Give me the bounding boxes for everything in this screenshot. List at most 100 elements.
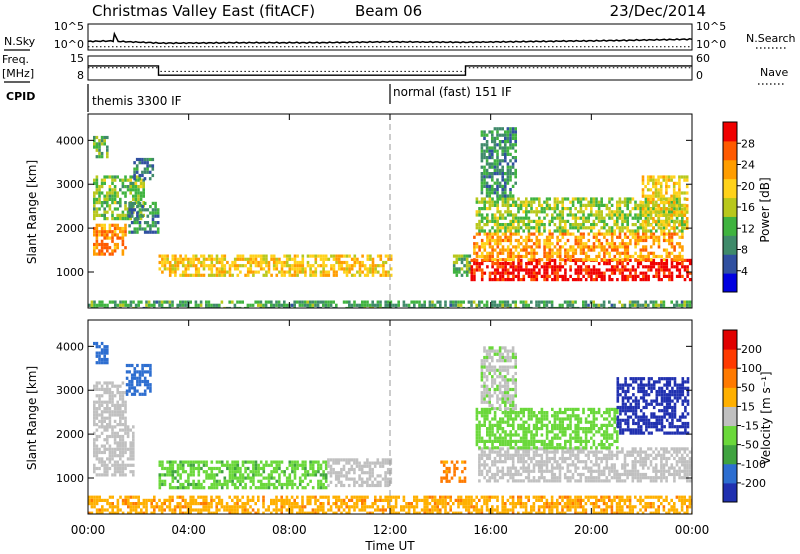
- velocity-cell-region-5: [360, 483, 364, 488]
- power-cell-region-12: [405, 303, 408, 307]
- power-cell-region-1: [129, 191, 132, 195]
- power-cell-region-12: [114, 306, 117, 308]
- power-cell-region-1: [98, 197, 101, 201]
- velocity-cell-region-7: [576, 460, 580, 464]
- velocity-cell-region-4: [304, 473, 307, 477]
- velocity-cell-region-5: [340, 480, 343, 484]
- power-cell-region-2: [103, 135, 106, 140]
- power-cell-region-5: [301, 270, 305, 274]
- velocity-cell-region-5: [334, 477, 338, 481]
- velocity-cell-region-4: [187, 460, 190, 464]
- power-cell-region-5: [270, 254, 273, 258]
- velocity-cell-region-8: [478, 411, 481, 415]
- power-cell-region-9: [595, 197, 598, 201]
- velocity-cell-region-4: [267, 486, 271, 490]
- power-cell-region-1: [100, 201, 104, 205]
- power-cell-region-9: [478, 200, 481, 204]
- power-cell-region-10: [496, 127, 499, 131]
- velocity-cell-region-4: [296, 466, 299, 471]
- velocity-cell-region-1: [111, 410, 114, 414]
- power-cell-region-5: [332, 257, 336, 261]
- power-cell-region-10: [506, 146, 510, 150]
- power-cell-region-9: [491, 203, 494, 207]
- power-cell-region-8: [657, 242, 661, 246]
- power-cell-region-5: [163, 260, 167, 265]
- velocity-cell-region-8: [514, 411, 518, 415]
- power-cell-region-11: [672, 226, 676, 230]
- power-cell-region-12: [584, 306, 588, 308]
- power-cell-region-5: [272, 254, 276, 258]
- velocity-cell-region-4: [220, 482, 224, 487]
- power-cell-region-9: [670, 210, 674, 214]
- power-cell-region-5: [213, 273, 216, 277]
- power-cell-region-0: [95, 230, 99, 234]
- power-cell-region-9: [486, 200, 489, 204]
- velocity-cell-region-7: [673, 469, 676, 473]
- velocity-cell-region-7: [582, 466, 585, 470]
- power-cell-region-12: [569, 303, 572, 307]
- velocity-cell-region-5: [360, 467, 364, 472]
- velocity-cell-region-4: [311, 460, 315, 464]
- power-cell-region-5: [226, 260, 229, 265]
- velocity-cell-region-1: [108, 400, 112, 404]
- power-cell-region-8: [499, 238, 502, 243]
- power-cell-region-8: [548, 242, 552, 246]
- power-cell-region-6: [468, 267, 472, 271]
- velocity-cell-region-8: [519, 407, 523, 411]
- power-cell-region-9: [517, 216, 520, 220]
- velocity-cell-region-0: [132, 447, 135, 451]
- power-cell-region-11: [662, 194, 666, 198]
- power-cell-region-8: [561, 235, 565, 239]
- power-cell-region-12: [610, 303, 614, 307]
- power-cell-region-11: [685, 207, 689, 211]
- velocity-cell-region-7: [667, 469, 671, 473]
- velocity-cell-region-5: [384, 483, 387, 488]
- power-cell-region-7: [480, 278, 484, 282]
- velocity-cell-region-1: [108, 416, 112, 420]
- velocity-cell-region-4: [174, 486, 177, 490]
- velocity-cell-region-5: [345, 471, 348, 475]
- velocity-cell-region-4: [275, 470, 279, 474]
- velocity-cell-region-4: [317, 463, 320, 467]
- power-cell-region-1: [139, 185, 143, 189]
- velocity-cell-region-7: [673, 472, 676, 477]
- velocity-cell-region-7: [491, 463, 494, 467]
- power-cell-region-8: [545, 258, 549, 262]
- y-tick-label: 2000: [56, 222, 84, 235]
- power-cell-region-8: [517, 245, 520, 249]
- velocity-cell-region-7: [605, 463, 609, 467]
- power-cell-region-5: [200, 260, 203, 265]
- power-cell-region-9: [545, 213, 549, 217]
- power-cell-region-11: [657, 181, 660, 185]
- power-cell-region-11: [641, 210, 645, 214]
- power-cell-region-9: [639, 226, 642, 230]
- power-cell-region-5: [228, 270, 232, 274]
- power-cell-region-8: [665, 251, 669, 255]
- velocity-cell-region-7: [660, 466, 663, 470]
- power-cell-region-5: [366, 257, 370, 261]
- power-cell-region-7: [584, 268, 588, 272]
- power-cell-region-2: [98, 151, 101, 156]
- power-cell-region-11: [675, 220, 679, 224]
- velocity-cell-region-7: [631, 466, 635, 470]
- power-cell-region-5: [374, 267, 377, 271]
- power-cell-region-7: [483, 271, 487, 275]
- power-cell-region-5: [280, 270, 284, 274]
- power-cell-region-5: [257, 254, 260, 258]
- power-cell-region-0: [93, 252, 96, 256]
- power-cell-region-3: [138, 221, 142, 225]
- velocity-cell-region-7: [636, 450, 640, 454]
- power-cell-region-9: [540, 203, 544, 207]
- velocity-cell-region-0: [103, 444, 106, 448]
- velocity-cell-region-4: [236, 460, 240, 464]
- power-cell-region-10: [501, 146, 504, 150]
- power-cell-region-9: [634, 213, 637, 217]
- power-cell-region-8: [634, 238, 637, 243]
- velocity-cell-region-8: [501, 430, 505, 434]
- power-cell-region-8: [642, 235, 645, 239]
- velocity-cell-region-5: [327, 464, 330, 468]
- velocity-cell-region-8: [514, 433, 518, 437]
- power-cell-region-5: [200, 264, 203, 268]
- velocity-cell-region-1: [103, 416, 106, 420]
- power-cell-region-5: [174, 264, 177, 268]
